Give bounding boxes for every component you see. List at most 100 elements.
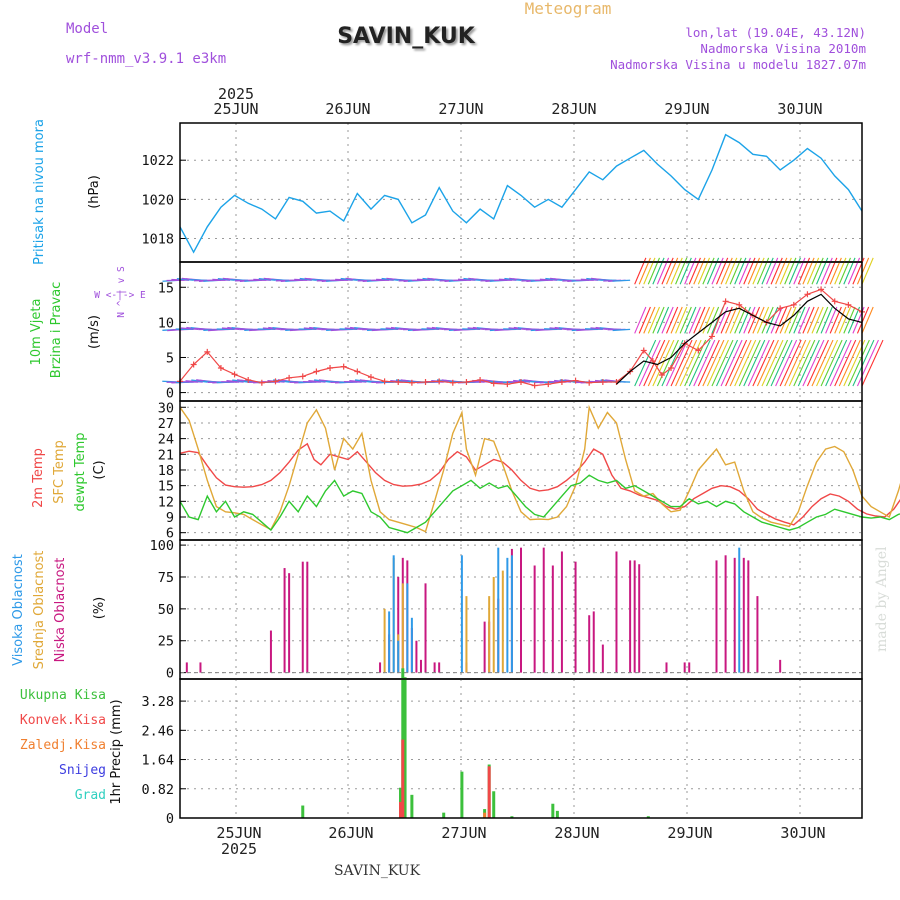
wind-speed-marker	[572, 377, 579, 384]
wind-barb	[797, 306, 811, 334]
cloud-bar	[492, 576, 495, 673]
cloud-bar	[779, 659, 782, 673]
wind-barb	[766, 339, 789, 387]
model-name: wrf-nmm_v3.9.1 e3km	[66, 51, 226, 67]
wind-speed-line	[616, 293, 863, 385]
wind-barb	[811, 339, 834, 387]
y-tick-label: 1018	[141, 232, 174, 248]
cloud-bar	[419, 659, 422, 673]
cloud-bar	[483, 621, 486, 673]
wind-barb	[852, 339, 875, 387]
cloud-panel: 0 25 50 75 100	[150, 538, 863, 682]
wind-speed-marker	[354, 368, 361, 375]
cloud-bar	[665, 662, 668, 673]
wind-barb	[308, 380, 326, 383]
y-tick-label: 0	[166, 386, 174, 402]
top-day-label: 30JUN	[777, 100, 822, 118]
wind-speed-marker	[504, 381, 511, 388]
cloud-bar	[433, 662, 436, 673]
wind-barb	[688, 306, 701, 334]
wind-barb	[856, 306, 870, 334]
wind-barb	[656, 339, 679, 387]
station-title: SAVIN_KUK	[337, 24, 476, 49]
top-day-label: 28JUN	[551, 100, 596, 118]
precip-label-ukupna: Ukupna Kisa	[20, 688, 106, 703]
wind-barb	[793, 306, 806, 334]
wind-speed-marker	[586, 379, 593, 386]
wind-barb	[693, 306, 706, 334]
wind-barb	[743, 306, 756, 334]
temp-unit: (C)	[92, 460, 107, 479]
wind-barb	[702, 306, 715, 334]
y-tick-label: 100	[150, 538, 174, 554]
wind-speed-marker	[477, 376, 484, 383]
pressure-label: Pritisak na nivou mora	[32, 119, 47, 265]
wind-barb	[788, 339, 811, 387]
wind-barb	[775, 339, 798, 387]
wind-speed-line	[179, 288, 863, 387]
wind-barb	[816, 306, 829, 334]
wind-speed-marker	[708, 333, 715, 340]
wind-speed-marker	[668, 365, 675, 372]
y-tick-label: 9	[166, 510, 174, 526]
y-tick-label: 2.46	[141, 723, 174, 739]
wind-barb	[811, 306, 824, 334]
wind-speed-marker	[558, 379, 565, 386]
wind-speed-marker	[736, 301, 743, 308]
model-label: Model	[66, 21, 108, 37]
wind-barb	[661, 339, 684, 387]
bottom-day-label: 28JUN	[554, 824, 599, 842]
wind-speed-marker	[422, 379, 429, 386]
top-day-label: 25JUN	[213, 100, 258, 118]
wind-barb	[784, 339, 807, 387]
top-time-axis: 2025 25JUN 26JUN 27JUN 28JUN 29JUN 30JUN	[213, 85, 822, 118]
wind-barb	[756, 339, 779, 387]
precip-bar	[460, 771, 464, 818]
wind-barb	[770, 306, 783, 334]
wind-barb	[349, 379, 367, 383]
wind-barb	[743, 339, 766, 387]
wind-barb	[665, 306, 679, 334]
top-day-label: 29JUN	[664, 100, 709, 118]
cloud-bar	[733, 557, 736, 673]
wind-speed-marker	[531, 382, 538, 389]
wind-barb	[706, 339, 729, 387]
wind-barb	[788, 306, 801, 334]
cloud-bar	[383, 608, 386, 673]
y-tick-label: 5	[166, 350, 174, 366]
wind-barb	[665, 339, 688, 387]
cloud-bar	[438, 662, 441, 673]
y-tick-label: 15	[158, 479, 174, 495]
wind-panel: 0 5 10 15	[158, 257, 884, 402]
precip-bar	[487, 766, 491, 818]
wind-compass-vertical: N ^ | v S	[116, 266, 127, 318]
y-tick-label: 30	[158, 400, 174, 416]
wind-barb	[834, 306, 847, 334]
wind-barb	[770, 339, 793, 387]
wind-barb	[825, 339, 848, 387]
wind-barb	[711, 339, 734, 387]
cloud-bar	[592, 611, 595, 673]
wind-barb	[752, 306, 765, 334]
cloud-bar	[388, 611, 391, 673]
wind-barb	[729, 339, 752, 387]
precip-bar	[492, 791, 496, 818]
wind-barb	[797, 339, 820, 387]
y-tick-label: 15	[158, 280, 174, 296]
temp-label-sfc: SFC Temp	[52, 440, 67, 504]
wind-barb	[752, 339, 775, 387]
panel-frame	[179, 122, 863, 263]
pressure-line	[179, 133, 863, 254]
cloud-bar	[588, 615, 591, 673]
wind-barb	[706, 306, 720, 334]
bottom-day-label: 29JUN	[667, 824, 712, 842]
wind-speed-marker	[367, 374, 374, 381]
cloud-bar	[288, 573, 291, 673]
wind-label-line: Brzina i Pravac	[49, 282, 64, 383]
wind-barb	[747, 339, 770, 387]
cloud-bar	[199, 662, 202, 673]
wind-speed-marker	[722, 298, 729, 305]
wind-speed-marker	[395, 379, 402, 386]
precip-bar	[483, 812, 487, 818]
